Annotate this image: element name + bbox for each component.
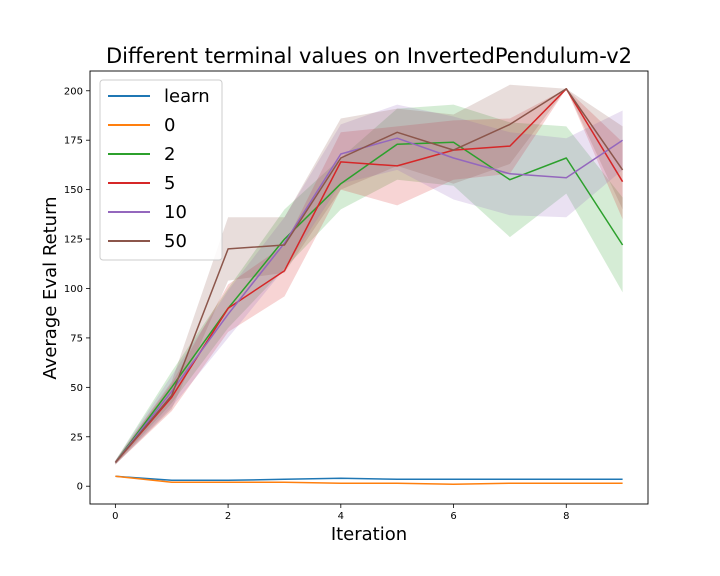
series-lines: [114, 88, 624, 485]
y-tick-label-1: 25: [70, 432, 83, 443]
series-line-5: [114, 88, 624, 463]
x-tick-label-3: 6: [450, 511, 456, 522]
y-tick-label-2: 50: [70, 383, 83, 394]
y-tick-label-5: 125: [64, 235, 83, 246]
series-line-0: [115, 475, 623, 482]
x-axis-title: Iteration: [331, 524, 407, 545]
y-tick-label-7: 175: [64, 136, 83, 147]
series-line-1: [115, 475, 623, 485]
confidence-band-2: [115, 104, 623, 465]
x-tick-label-1: 2: [225, 511, 231, 522]
series-line-4: [114, 137, 624, 463]
y-tick-label-0: 0: [77, 482, 83, 493]
y-tick-label-4: 100: [64, 284, 83, 295]
legend: learn 0 2 5 10 50: [99, 79, 223, 261]
legend-box: [99, 79, 223, 261]
x-tick-label-0: 0: [112, 511, 118, 522]
x-tick-label-4: 8: [563, 511, 569, 522]
y-tick-label-6: 150: [64, 185, 83, 196]
legend-label-4: 10: [164, 202, 187, 223]
y-axis-ticks: 0 25 50 75 100 125 150 175 200: [64, 86, 90, 493]
legend-label-2: 2: [164, 144, 175, 165]
legend-label-5: 50: [164, 231, 187, 252]
legend-label-1: 0: [164, 115, 175, 136]
confidence-band-4: [115, 104, 623, 465]
y-axis-title: Average Eval Return: [40, 196, 61, 379]
x-axis-ticks: 0 2 4 6 8: [112, 504, 569, 522]
chart-title: Different terminal values on InvertedPen…: [106, 44, 632, 68]
y-tick-label-3: 75: [70, 333, 83, 344]
x-tick-label-2: 4: [338, 511, 344, 522]
legend-label-3: 5: [164, 173, 175, 194]
confidence-band-5: [115, 84, 623, 465]
legend-label-0: learn: [164, 86, 210, 107]
plot-frame: [89, 70, 649, 505]
y-tick-label-8: 200: [64, 86, 83, 97]
